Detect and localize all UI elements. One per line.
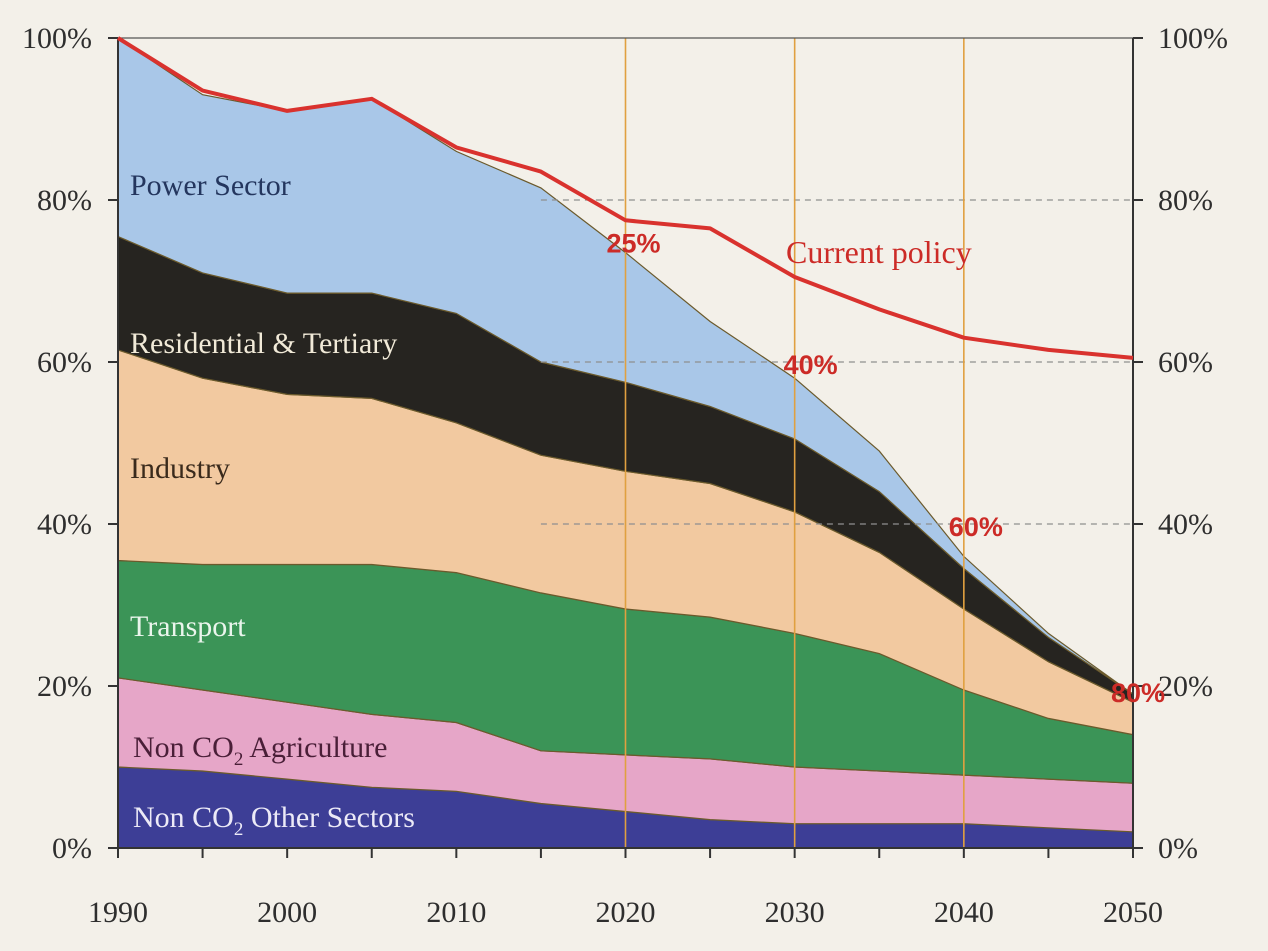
x-tick-label: 2030 bbox=[765, 896, 825, 929]
y-tick-label-right: 100% bbox=[1158, 22, 1228, 55]
reduction-annotations: 25% 40% 60% 80% bbox=[606, 229, 1165, 709]
axes: 0% 0% 20% 20% 40% 40% 60% 60% 80% 80% 100% 100% 1990… bbox=[22, 22, 1228, 929]
y-tick-label-right: 60% bbox=[1158, 346, 1213, 379]
y-tick-label-right: 20% bbox=[1158, 670, 1213, 703]
current-policy-series bbox=[116, 36, 1134, 360]
y-tick-label-left: 100% bbox=[22, 22, 92, 55]
label-residential-tertiary: Residential & Tertiary bbox=[130, 327, 397, 360]
series-labels: Power Sector Residential & Tertiary Indu… bbox=[130, 169, 972, 840]
annotation-80pct: 80% bbox=[1111, 678, 1165, 708]
label-industry: Industry bbox=[130, 452, 230, 485]
annotation-60pct: 60% bbox=[949, 512, 1003, 542]
y-tick-label-right: 0% bbox=[1158, 832, 1198, 865]
x-tick-label: 2050 bbox=[1103, 896, 1163, 929]
y-tick-label-right: 40% bbox=[1158, 508, 1213, 541]
y-tick-label-left: 80% bbox=[37, 184, 92, 217]
x-tick-label: 2040 bbox=[934, 896, 994, 929]
x-tick-label: 2010 bbox=[426, 896, 486, 929]
x-tick-label: 1990 bbox=[88, 896, 148, 929]
x-tick-label: 2020 bbox=[596, 896, 656, 929]
label-power-sector: Power Sector bbox=[130, 169, 291, 202]
reference-lines bbox=[540, 38, 1133, 848]
label-non-co2-agriculture: Non CO2 Agriculture bbox=[133, 731, 387, 770]
label-transport: Transport bbox=[130, 610, 246, 643]
x-tick-label: 2000 bbox=[257, 896, 317, 929]
label-current-policy: Current policy bbox=[786, 234, 972, 270]
label-non-co2-other-sectors: Non CO2 Other Sectors bbox=[133, 801, 415, 840]
y-tick-label-left: 20% bbox=[37, 670, 92, 703]
current-policy-line bbox=[116, 36, 1134, 360]
y-tick-label-left: 60% bbox=[37, 346, 92, 379]
y-tick-label-left: 40% bbox=[37, 508, 92, 541]
y-tick-label-right: 80% bbox=[1158, 184, 1213, 217]
y-tick-label-left: 0% bbox=[52, 832, 92, 865]
annotation-25pct: 25% bbox=[606, 229, 660, 259]
annotation-40pct: 40% bbox=[784, 350, 838, 380]
